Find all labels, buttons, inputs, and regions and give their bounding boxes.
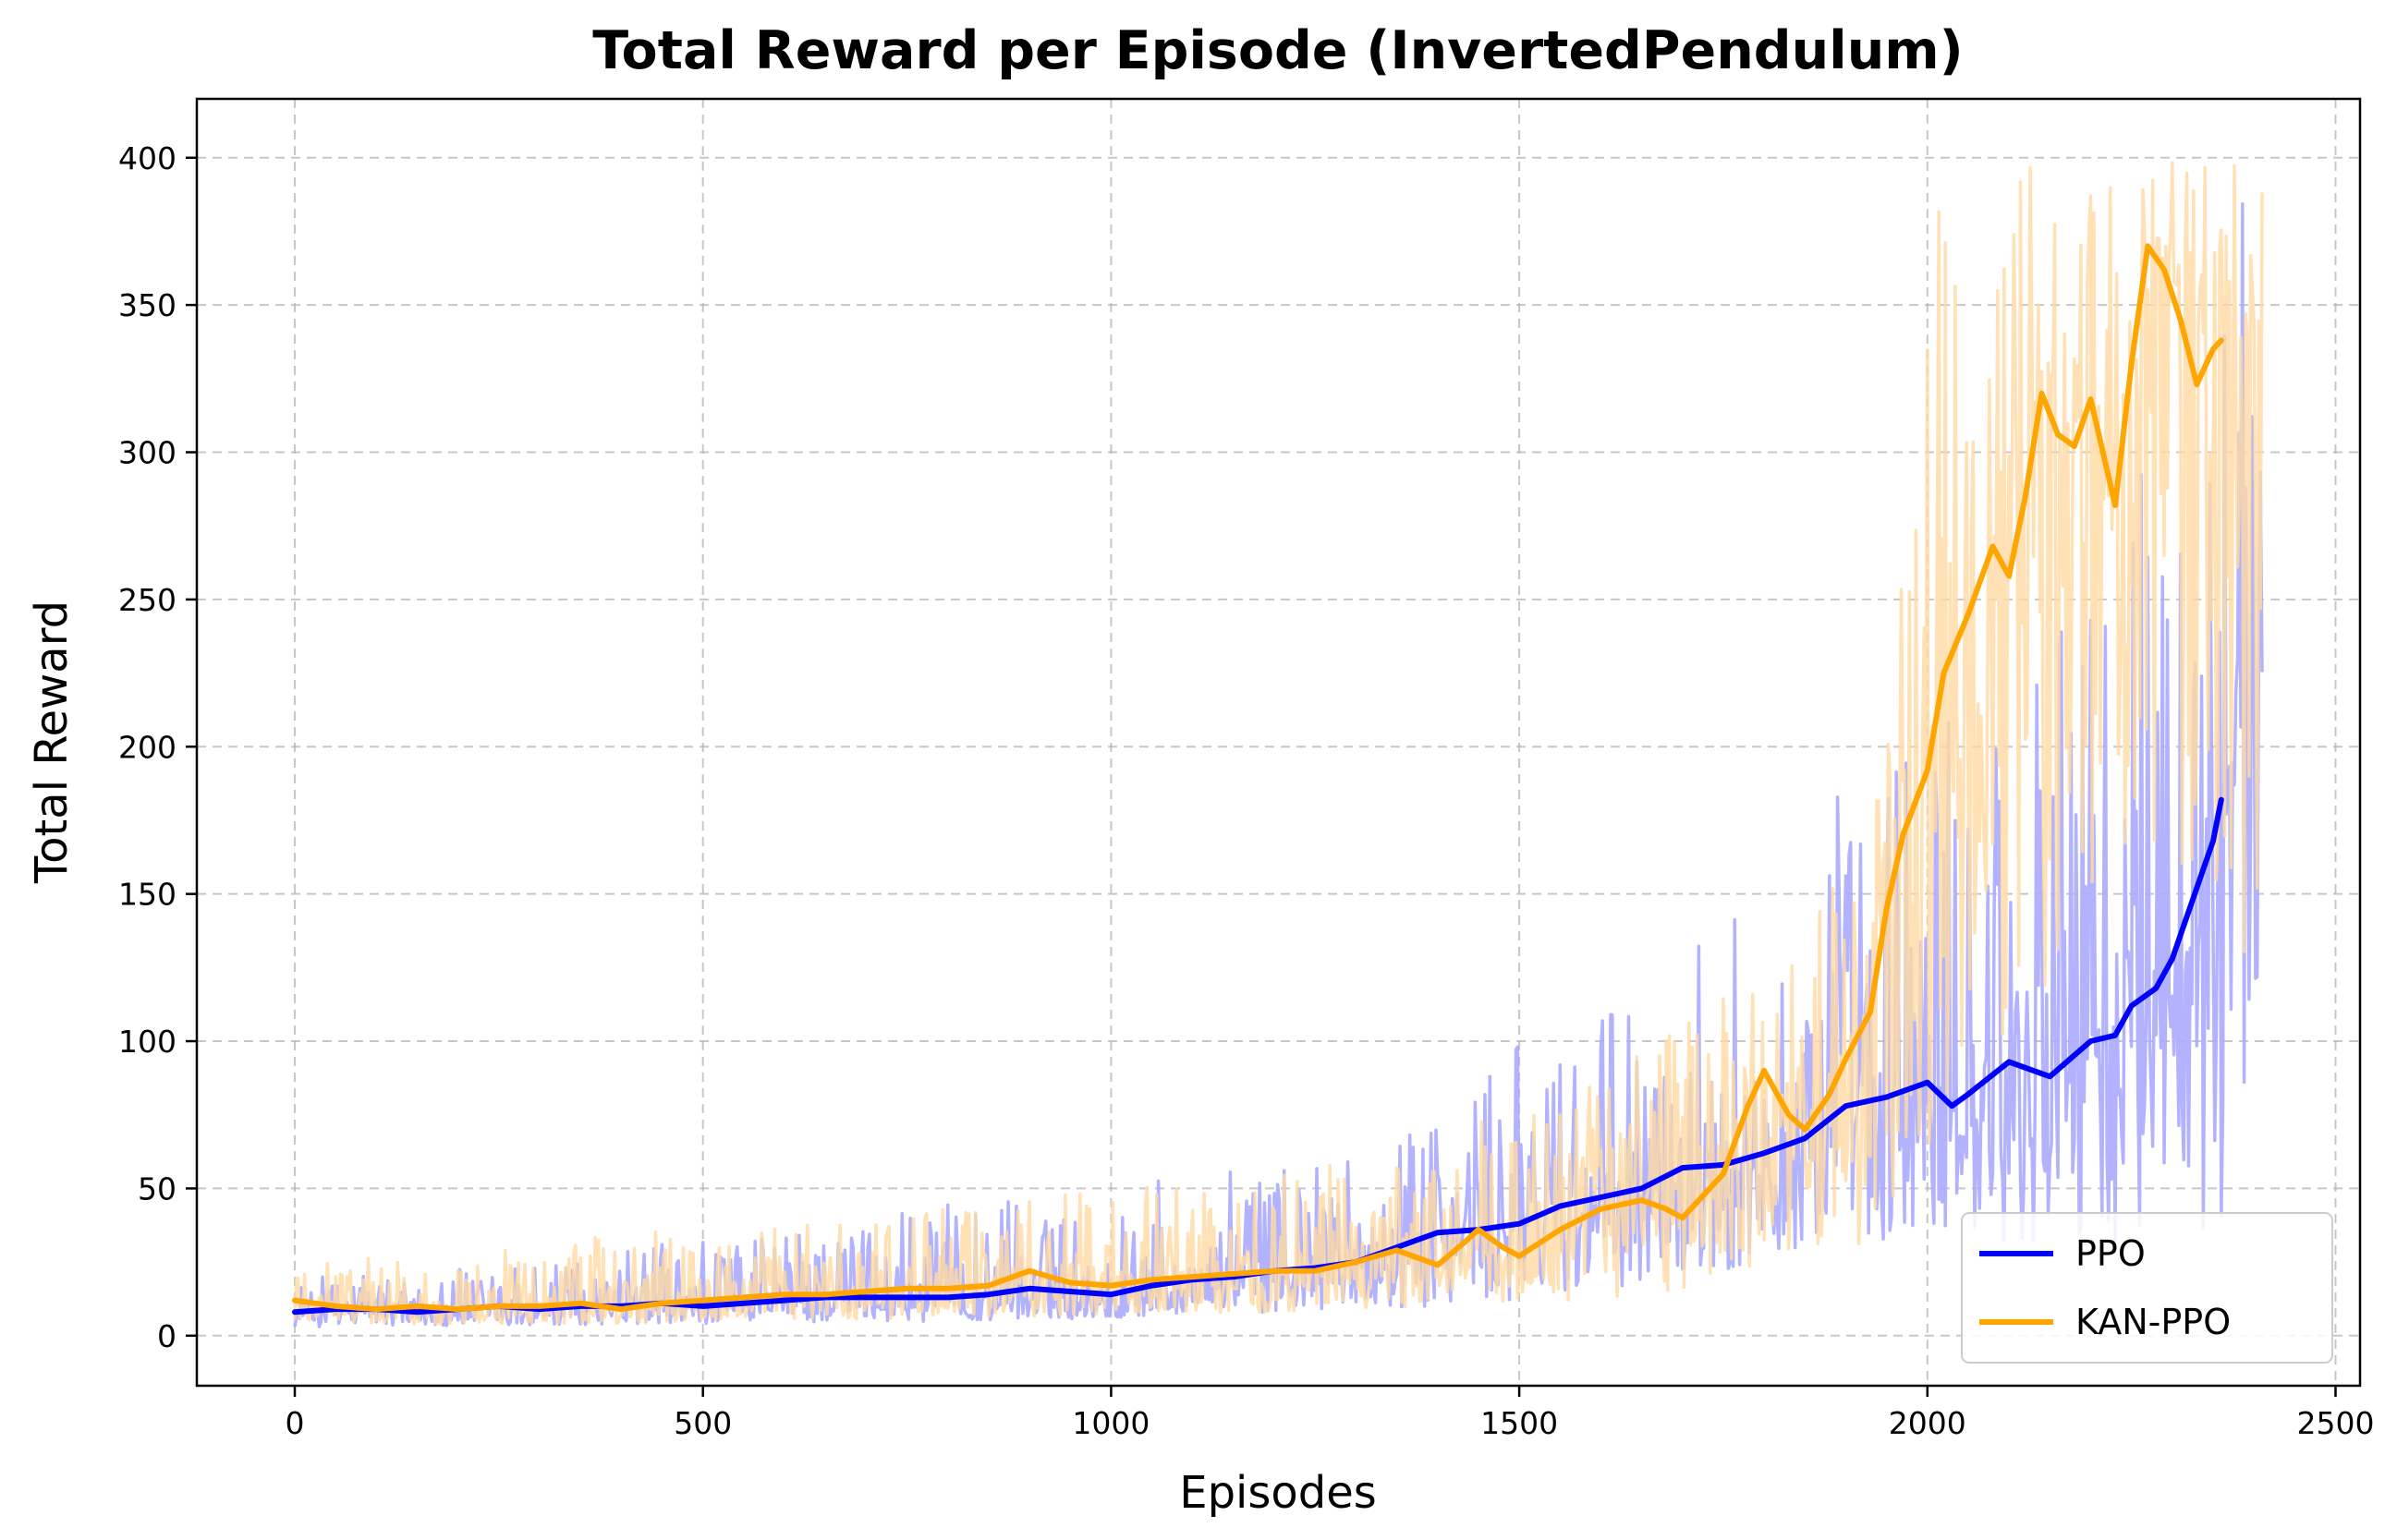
x-tick-label: 1500 [1480, 1405, 1558, 1441]
y-tick-label: 50 [138, 1170, 176, 1207]
legend: PPO KAN-PPO [1961, 1212, 2333, 1364]
x-tick-label: 1000 [1072, 1405, 1150, 1441]
x-tick-label: 500 [674, 1405, 732, 1441]
y-axis: 0 50 100 150 200 250 300 350 400 [118, 140, 197, 1354]
x-axis: 0 500 1000 1500 2000 2500 [286, 1386, 2375, 1441]
x-axis-label: Episodes [1179, 1467, 1377, 1519]
smoothed-series-layer [292, 243, 2224, 1316]
plot-frame [195, 97, 2362, 1388]
legend-box [1961, 1212, 2333, 1364]
y-tick-label: 250 [118, 582, 176, 618]
legend-label-kan-ppo: KAN-PPO [2075, 1302, 2231, 1342]
y-tick-label: 350 [118, 287, 176, 323]
y-tick-label: 200 [118, 729, 176, 765]
y-tick-label: 400 [118, 140, 176, 176]
y-tick-label: 0 [157, 1318, 176, 1354]
legend-label-ppo: PPO [2075, 1233, 2146, 1274]
y-axis-label: Total Reward [26, 600, 78, 884]
series-line-kan-ppo [292, 243, 2224, 1313]
x-tick-label: 2000 [1889, 1405, 1966, 1441]
raw-line-kan-ppo [293, 161, 2264, 1326]
x-tick-label: 2500 [2297, 1405, 2375, 1441]
y-tick-label: 150 [118, 877, 176, 913]
x-tick-label: 0 [286, 1405, 305, 1441]
y-tick-label: 100 [118, 1024, 176, 1060]
chart-title: Total Reward per Episode (InvertedPendul… [592, 20, 1964, 81]
raw-series-layer [293, 161, 2264, 1328]
y-tick-label: 300 [118, 435, 176, 471]
